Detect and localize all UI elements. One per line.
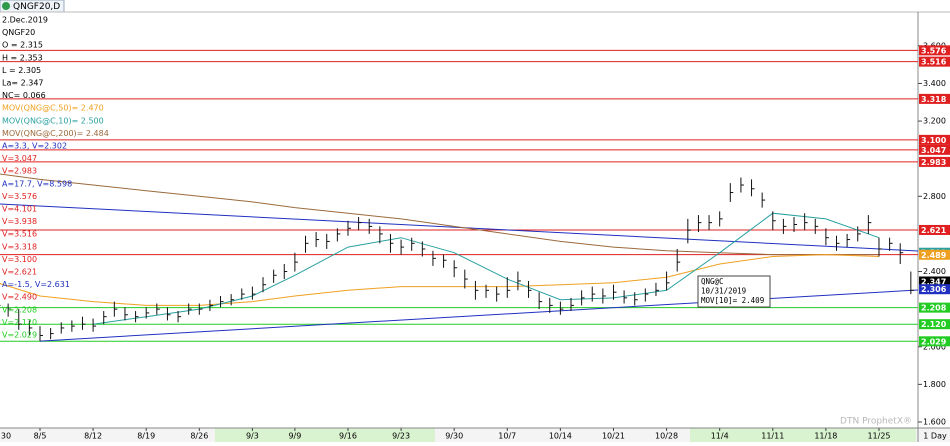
info-line: V=3.516 — [2, 230, 37, 239]
price-label: 2.347 — [921, 277, 946, 286]
price-label-box — [919, 336, 950, 347]
info-line: L = 2.305 — [2, 66, 41, 75]
price-label-box — [919, 249, 950, 260]
x-tick-label: 9/23 — [392, 432, 410, 441]
price-label-box — [919, 134, 950, 145]
price-label: 2.489 — [921, 251, 947, 260]
info-line: O = 2.315 — [2, 41, 43, 50]
y-tick-label: 2.800 — [923, 192, 946, 201]
x-tick-label: 8/19 — [137, 432, 155, 441]
info-line: 2.Dec.2019 — [2, 16, 48, 25]
y-tick-label: 2.000 — [923, 342, 946, 351]
plot — [0, 49, 925, 342]
info-line: A=3.3, V=2.302 — [2, 142, 67, 151]
x-axis-shade — [215, 428, 435, 442]
info-line: V=4.101 — [2, 205, 37, 214]
x-tick-label: 8/26 — [190, 432, 208, 441]
x-tick-label: 11/25 — [867, 432, 890, 441]
price-label-box — [919, 156, 950, 167]
tooltip-line: MOV[10]= 2.409 — [701, 296, 764, 305]
price-label: 3.047 — [921, 146, 946, 155]
x-tick-label: 10/21 — [602, 432, 625, 441]
info-line: NC= 0.066 — [2, 91, 46, 100]
price-label: 2.306 — [921, 285, 947, 294]
info-line: MOV(QNG@C,10)= 2.500 — [2, 116, 104, 125]
x-tick-label: 9/3 — [246, 432, 259, 441]
price-label-box — [919, 56, 950, 67]
y-tick-label: 3.200 — [923, 117, 946, 126]
tab-icon — [2, 2, 10, 10]
y-tick-label: 3.400 — [923, 79, 946, 88]
trendline — [39, 289, 919, 342]
tab-title[interactable]: QNGF20,D — [13, 2, 60, 12]
info-line: V=3.938 — [2, 217, 37, 226]
price-label: 2.621 — [921, 226, 947, 235]
info-line: A=17.7, V=8.598 — [2, 179, 72, 188]
x-tick-label: 8/12 — [84, 432, 102, 441]
x-tick-label: 30 — [1, 432, 11, 441]
info-line: V=2.621 — [2, 268, 37, 277]
x-tick-label: 10/7 — [498, 432, 516, 441]
y-tick-label: 1.600 — [923, 417, 946, 426]
info-line: QNGF20 — [2, 28, 35, 37]
x-tick-label: 11/18 — [814, 432, 837, 441]
x-unit: 1 Day — [923, 432, 947, 441]
x-tick-label: 10/28 — [655, 432, 678, 441]
x-axis-shade — [690, 428, 916, 442]
x-tick-label: 9/30 — [445, 432, 463, 441]
x-tick-label: 9/9 — [288, 432, 301, 441]
tooltip-line: 10/31/2019 — [701, 287, 746, 296]
price-label: 2.208 — [921, 304, 947, 313]
price-label: 2.029 — [921, 337, 947, 346]
info-line: MOV(QNG@C,50)= 2.470 — [2, 104, 104, 113]
x-tick-label: 8/5 — [34, 432, 47, 441]
y-tick-label: 2.400 — [923, 267, 946, 276]
price-label: 3.576 — [921, 46, 947, 55]
price-label: 3.318 — [921, 95, 947, 104]
price-label: 3.100 — [921, 136, 947, 145]
x-tick-label: 11/11 — [761, 432, 784, 441]
info-line: V=2.120 — [2, 318, 37, 327]
x-tick-label: 9/16 — [339, 432, 357, 441]
price-label-box — [919, 93, 950, 104]
info-line: V=3.100 — [2, 255, 37, 264]
info-line: MOV(QNG@C,200)= 2.484 — [2, 129, 109, 138]
moving-average — [0, 173, 879, 256]
info-line: V=3.576 — [2, 192, 37, 201]
price-label: 2.983 — [921, 158, 946, 167]
x-tick-label: 11/4 — [711, 432, 729, 441]
info-line: V=2.490 — [2, 293, 37, 302]
price-label-box — [919, 319, 950, 330]
info-line: V=2.208 — [2, 305, 37, 314]
tooltip-line: QNG@C — [701, 277, 724, 286]
info-line: H = 2.353 — [2, 53, 43, 62]
price-label-box — [919, 45, 950, 56]
price-label-box — [919, 302, 950, 313]
info-line: V=2.983 — [2, 167, 37, 176]
info-line: V=3.318 — [2, 242, 37, 251]
price-label: 2.120 — [921, 320, 947, 329]
info-line: La= 2.347 — [2, 79, 44, 88]
moving-average — [93, 212, 880, 325]
info-line: V=3.047 — [2, 154, 37, 163]
price-label-box — [919, 224, 950, 235]
price-label-box — [919, 276, 950, 287]
price-label: 3.516 — [921, 58, 947, 67]
info-line: V=2.029 — [2, 331, 37, 340]
price-label-box — [919, 144, 950, 155]
y-tick-label: 1.800 — [923, 380, 946, 389]
info-line: A=-1.5, V=2.631 — [2, 280, 70, 289]
x-tick-label: 10/14 — [549, 432, 572, 441]
moving-average — [0, 254, 880, 306]
price-label-box — [919, 284, 950, 295]
watermark: DTN ProphetX® — [840, 417, 912, 427]
tooltip-box — [697, 275, 771, 308]
